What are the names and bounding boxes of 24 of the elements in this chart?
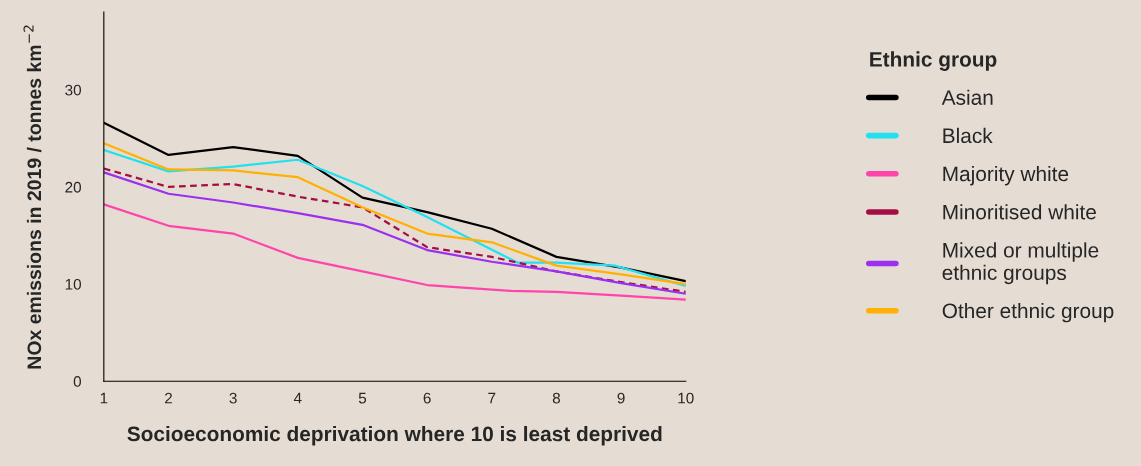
x-tick-label: 3 (229, 392, 237, 404)
x-tick-label: 6 (423, 392, 431, 404)
legend-label: Other ethnic group (942, 302, 1114, 323)
x-tick-label: 9 (617, 392, 625, 404)
legend-label: Minoritised white (943, 204, 1096, 220)
y-tick-label: 30 (65, 84, 82, 96)
x-tick-label: 1 (100, 392, 108, 404)
legend-title: Ethnic group (870, 51, 997, 71)
y-tick-label: 0 (73, 376, 82, 387)
line-series (103, 203, 686, 301)
y-axis-title: NOx emissions in 2019 / tonnes km$^{−2}$ (23, 25, 42, 369)
x-tick-label: 4 (293, 392, 302, 404)
legend-label: Majority white (943, 165, 1069, 186)
x-tick-label: 10 (678, 392, 694, 404)
legend-label: Asian (941, 89, 993, 105)
legend-label: Mixed or multiple ethnic groups (942, 242, 1099, 285)
x-tick-label: 7 (488, 392, 496, 404)
x-axis-title: Socioeconomic deprivation where 10 is least deprived (127, 425, 662, 446)
x-tick-label: 2 (165, 392, 172, 404)
y-tick-label: 10 (65, 278, 82, 290)
legend-label: Black (943, 127, 993, 144)
x-tick-label: 5 (358, 392, 367, 404)
x-tick-label: 8 (552, 392, 561, 404)
y-tick-label: 20 (65, 181, 82, 193)
